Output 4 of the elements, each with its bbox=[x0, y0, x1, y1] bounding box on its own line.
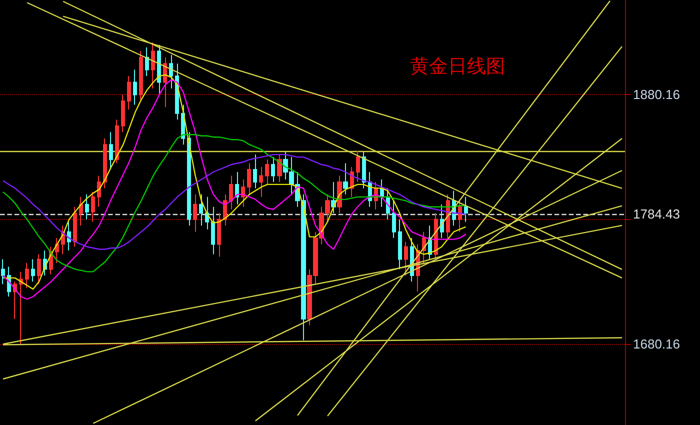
ref-line-label: 1784.43 bbox=[633, 206, 680, 222]
y-tick-label: 1880.16 bbox=[633, 87, 680, 102]
text: 黄金日线图 bbox=[410, 56, 505, 78]
y-tick-label: 1680.16 bbox=[633, 336, 680, 352]
